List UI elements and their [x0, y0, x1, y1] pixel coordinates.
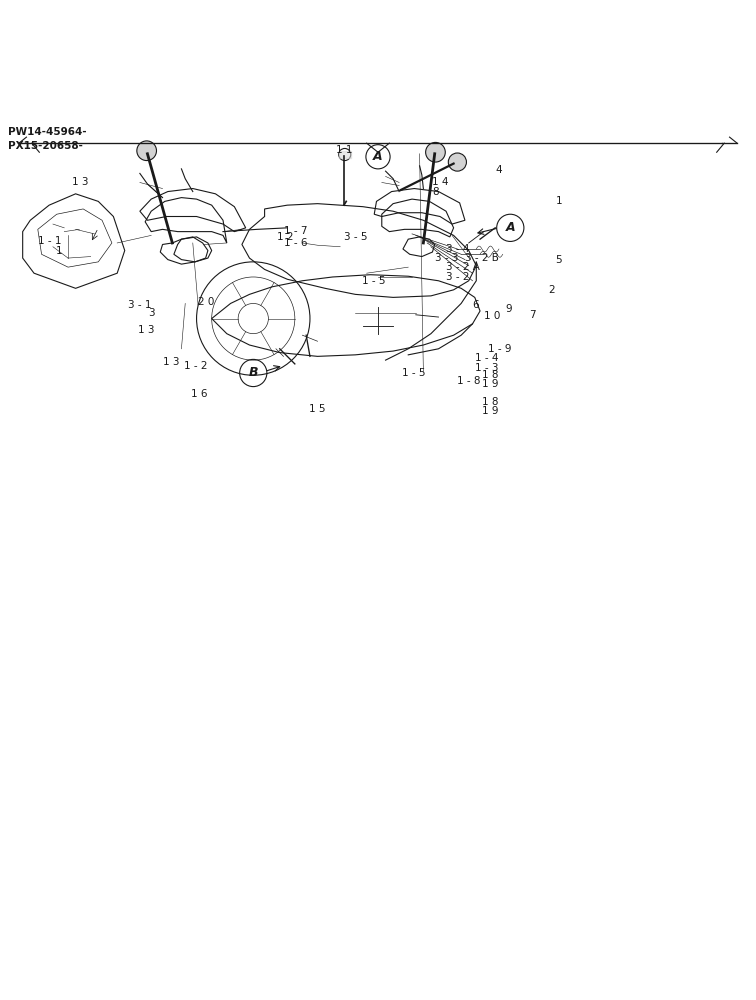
- Circle shape: [426, 142, 445, 162]
- Text: 1 3: 1 3: [72, 177, 88, 187]
- Text: 7: 7: [529, 310, 536, 320]
- Text: 2 0: 2 0: [198, 297, 215, 307]
- Text: 1 9: 1 9: [482, 406, 499, 416]
- Text: 1 3: 1 3: [138, 325, 155, 335]
- Text: 3 - 2 A: 3 - 2 A: [446, 262, 480, 272]
- Text: 1 8: 1 8: [482, 370, 499, 380]
- Text: 1 1: 1 1: [336, 145, 352, 155]
- Text: 3 - 2: 3 - 2: [446, 272, 469, 282]
- Text: 1 - 1: 1 - 1: [39, 236, 62, 246]
- Text: 1 - 5: 1 - 5: [402, 368, 426, 378]
- Text: 1 9: 1 9: [482, 379, 499, 389]
- Text: 3 - 4: 3 - 4: [446, 244, 469, 254]
- Text: PX15-20658-: PX15-20658-: [8, 141, 82, 151]
- Text: 1: 1: [556, 196, 562, 206]
- Text: 1 3: 1 3: [163, 357, 180, 367]
- Text: 4: 4: [495, 165, 502, 175]
- Text: 1 4: 1 4: [432, 177, 449, 187]
- Text: 1: 1: [55, 246, 62, 256]
- Text: 1 - 4: 1 - 4: [475, 353, 498, 363]
- Text: 8: 8: [432, 187, 439, 197]
- Circle shape: [137, 141, 156, 161]
- Text: A: A: [506, 221, 515, 234]
- Text: 1 - 6: 1 - 6: [284, 238, 307, 248]
- Text: 3 - 1: 3 - 1: [128, 300, 151, 310]
- Text: 9: 9: [505, 304, 512, 314]
- Text: 1 6: 1 6: [191, 389, 208, 399]
- Text: 1 - 9: 1 - 9: [488, 344, 511, 354]
- Text: A: A: [373, 150, 383, 163]
- Text: 1 0: 1 0: [484, 311, 500, 321]
- Text: 3: 3: [148, 308, 155, 318]
- Text: 1 5: 1 5: [309, 404, 326, 414]
- Text: 3 - 5: 3 - 5: [344, 232, 367, 242]
- Text: 1 - 8: 1 - 8: [457, 376, 481, 386]
- Text: 1 8: 1 8: [482, 397, 499, 407]
- Text: 6: 6: [472, 300, 479, 310]
- Text: 1 - 5: 1 - 5: [362, 276, 386, 286]
- Text: 1 - 3: 1 - 3: [475, 363, 498, 373]
- Circle shape: [448, 153, 466, 171]
- Text: 2: 2: [548, 285, 555, 295]
- Text: 3 - 3: 3 - 3: [435, 253, 458, 263]
- Text: PW14-45964-: PW14-45964-: [8, 127, 86, 137]
- Text: B: B: [249, 366, 258, 379]
- Text: 5: 5: [556, 255, 562, 265]
- Text: 3 - 2 B: 3 - 2 B: [465, 253, 499, 263]
- Text: 1 - 7: 1 - 7: [284, 226, 307, 236]
- Text: 1 - 2: 1 - 2: [184, 361, 208, 371]
- Text: 1 2: 1 2: [277, 232, 293, 242]
